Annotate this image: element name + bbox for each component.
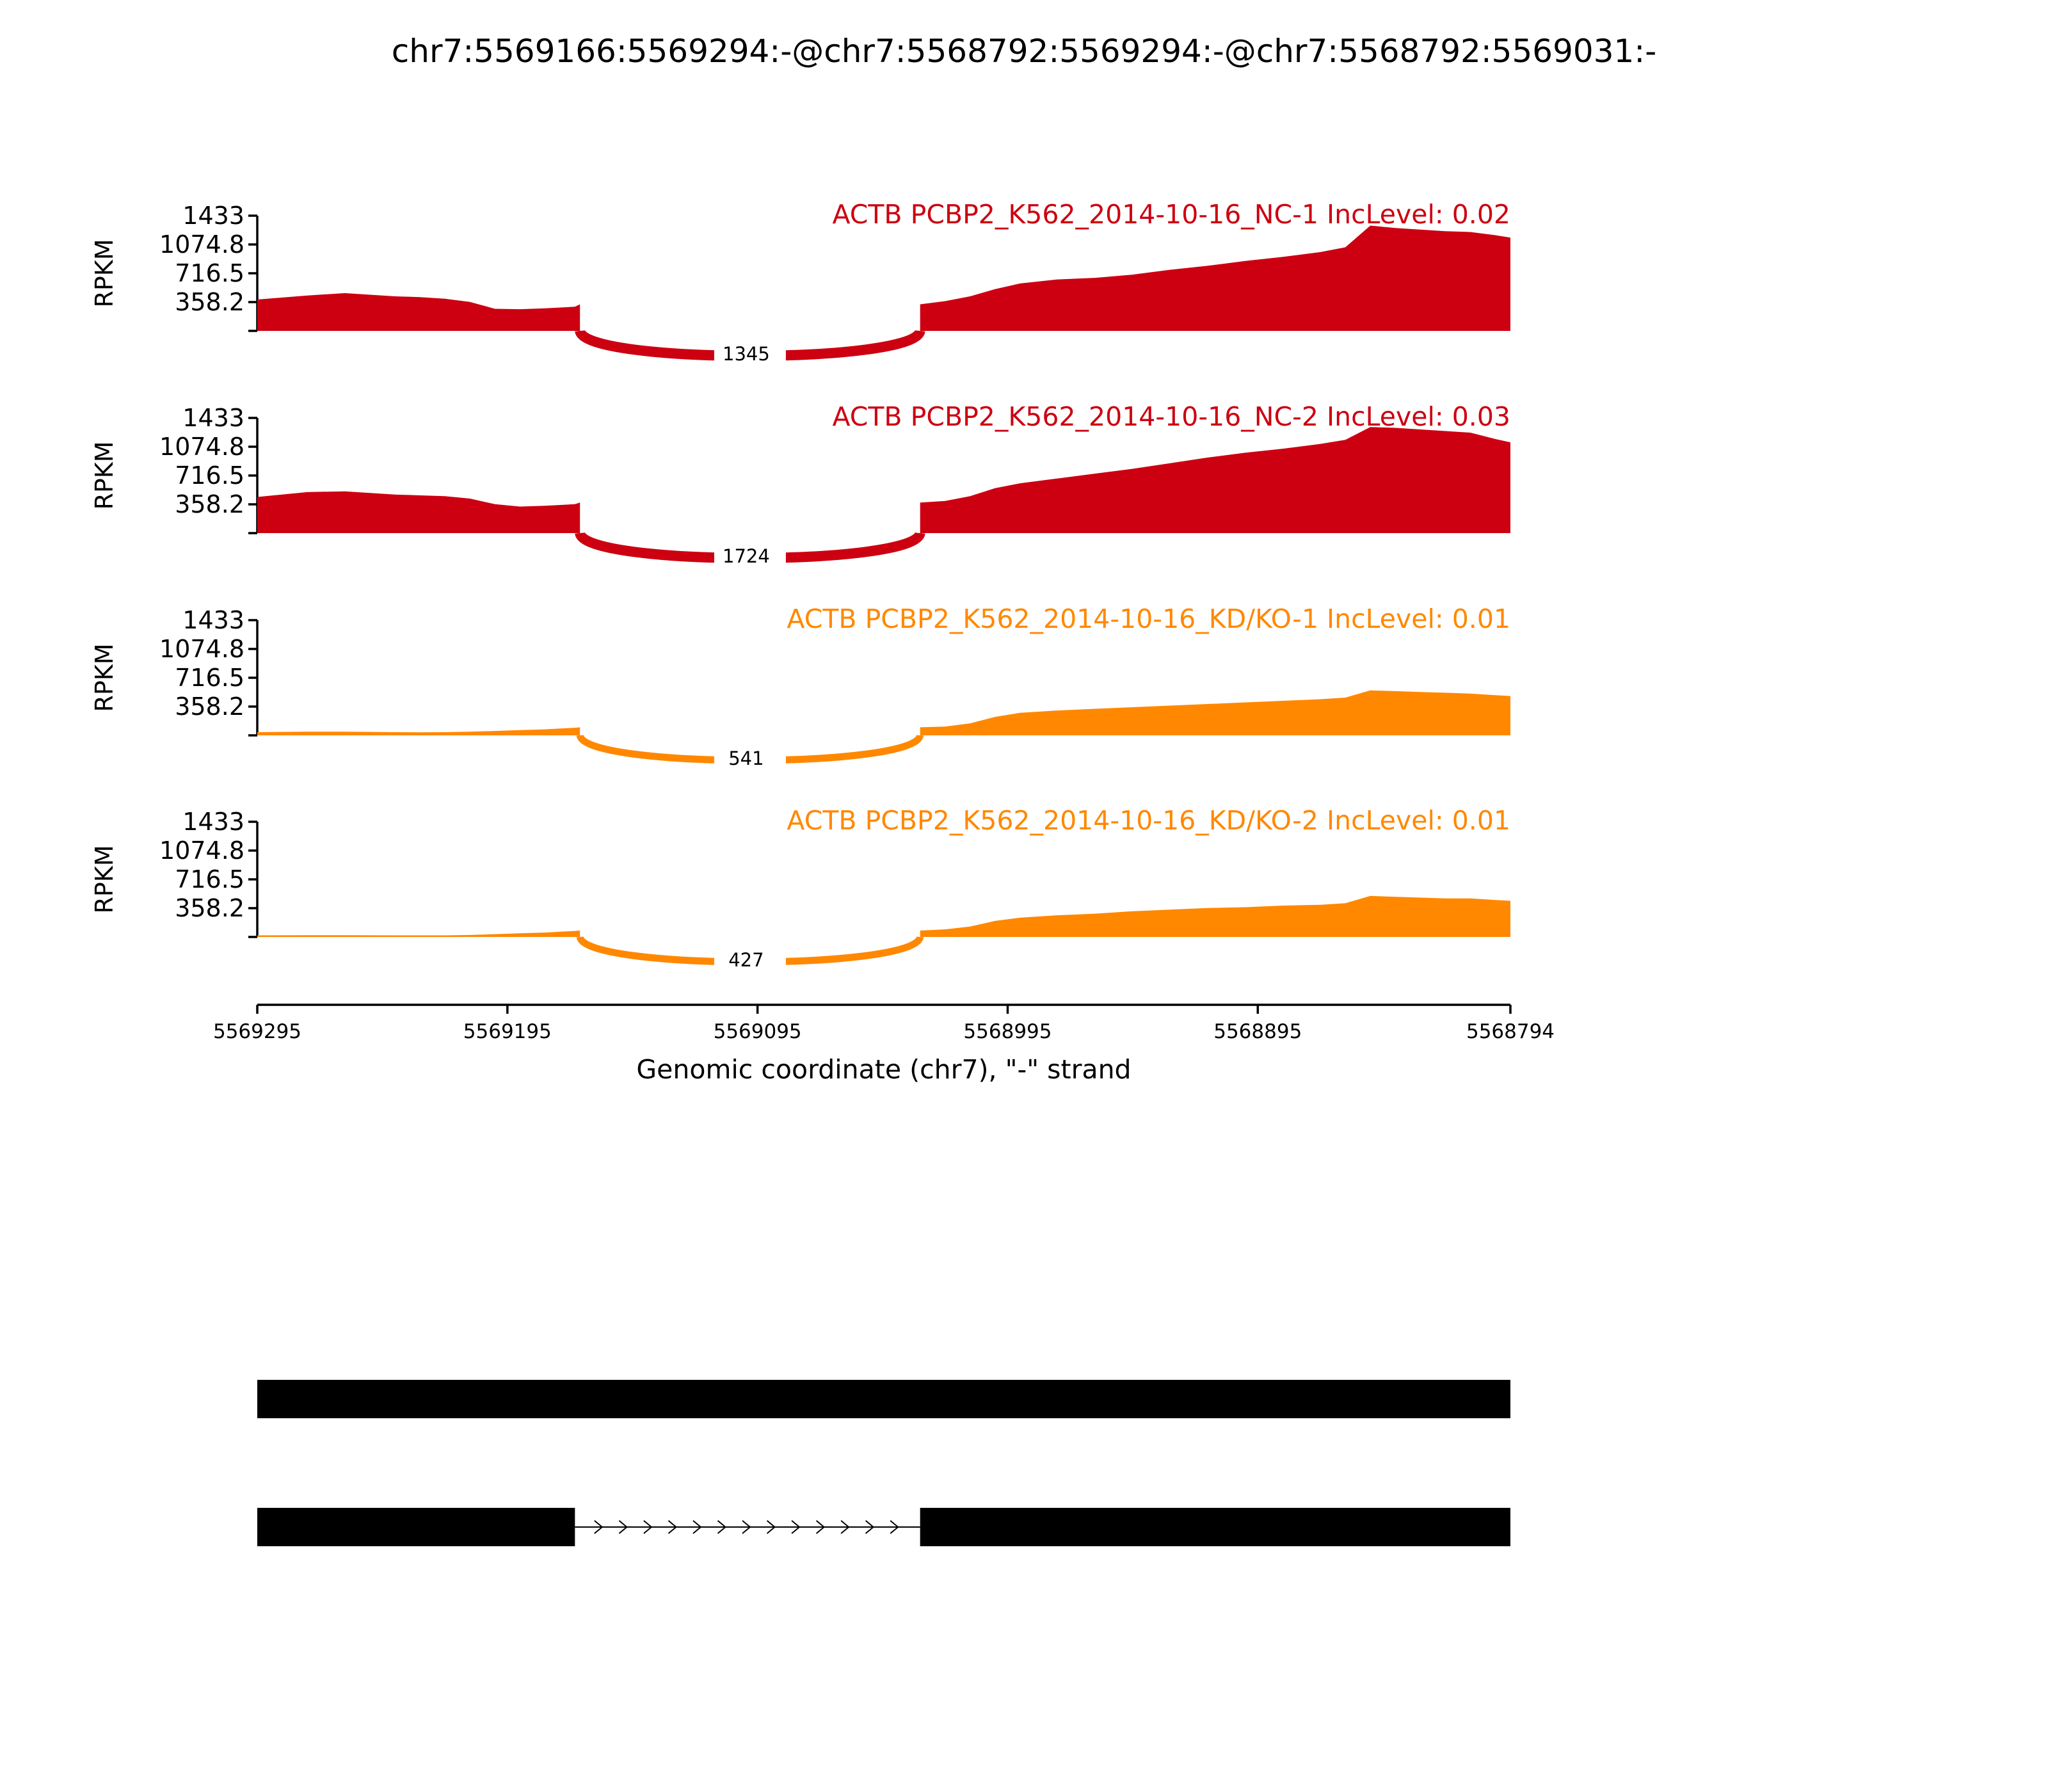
y-tick-label: 1433 bbox=[182, 404, 244, 432]
strand-chevron-icon bbox=[815, 1520, 826, 1534]
isoform-2 bbox=[257, 1508, 1510, 1546]
coverage-area-downstream bbox=[920, 895, 1510, 937]
y-tick-label: 1433 bbox=[182, 202, 244, 230]
junction-count: 541 bbox=[728, 748, 764, 769]
strand-chevron-icon bbox=[594, 1520, 604, 1534]
y-tick-label: 716.5 bbox=[175, 664, 244, 692]
y-tick-label: 1433 bbox=[182, 606, 244, 634]
coverage-area-upstream bbox=[257, 293, 580, 331]
y-tick-label: 716.5 bbox=[175, 461, 244, 490]
strand-chevron-icon bbox=[840, 1520, 850, 1534]
junction-count-bg bbox=[714, 342, 786, 366]
y-tick-label: 358.2 bbox=[175, 894, 244, 922]
junction-count-bg bbox=[714, 948, 786, 972]
y-tick-label: 1074.8 bbox=[159, 635, 244, 663]
y-tick-label: 358.2 bbox=[175, 490, 244, 518]
strand-chevron-icon bbox=[865, 1520, 875, 1534]
y-axis-label: RPKM bbox=[90, 441, 118, 509]
x-tick-label: 5569195 bbox=[463, 1020, 552, 1043]
x-tick-label: 5568995 bbox=[963, 1020, 1052, 1043]
coverage-area-downstream bbox=[920, 690, 1510, 735]
y-axis-label: RPKM bbox=[90, 239, 118, 307]
junction-count: 1724 bbox=[723, 545, 770, 567]
x-tick-label: 5569095 bbox=[714, 1020, 802, 1043]
strand-chevron-icon bbox=[791, 1520, 801, 1534]
y-tick-label: 1074.8 bbox=[159, 230, 244, 259]
strand-chevron-icon bbox=[766, 1520, 776, 1534]
exon-block bbox=[920, 1508, 1510, 1546]
isoform-track bbox=[257, 1380, 1510, 1546]
strand-chevron-icon bbox=[692, 1520, 702, 1534]
strand-chevron-icon bbox=[717, 1520, 727, 1534]
strand-chevron-icon bbox=[890, 1520, 899, 1534]
junction-count-bg bbox=[714, 544, 786, 568]
exon-block bbox=[257, 1380, 1510, 1418]
strand-chevron-icon bbox=[618, 1520, 628, 1534]
junction-count: 427 bbox=[728, 949, 764, 971]
x-axis-label: Genomic coordinate (chr7), "-" strand bbox=[636, 1054, 1131, 1085]
x-tick-label: 5568794 bbox=[1466, 1020, 1555, 1043]
coverage-area-upstream bbox=[257, 727, 580, 735]
y-tick-label: 1074.8 bbox=[159, 433, 244, 461]
exon-block bbox=[257, 1508, 575, 1546]
y-axis-label: RPKM bbox=[90, 643, 118, 712]
coverage-area-upstream bbox=[257, 491, 580, 533]
y-tick-label: 716.5 bbox=[175, 259, 244, 287]
junction-count: 1345 bbox=[723, 343, 770, 365]
x-tick-label: 5568895 bbox=[1213, 1020, 1302, 1043]
y-tick-label: 1074.8 bbox=[159, 836, 244, 865]
strand-chevron-icon bbox=[643, 1520, 653, 1534]
y-axis-label: RPKM bbox=[90, 845, 118, 913]
y-tick-label: 358.2 bbox=[175, 692, 244, 721]
y-tick-label: 358.2 bbox=[175, 288, 244, 316]
sample-label: ACTB PCBP2_K562_2014-10-16_NC-2 IncLevel… bbox=[832, 401, 1510, 432]
strand-chevron-icon bbox=[668, 1520, 677, 1534]
x-axis: 5569295 5569195 5569095 5568995 5568895 55687… bbox=[213, 1004, 1555, 1085]
sample-label: ACTB PCBP2_K562_2014-10-16_NC-1 IncLevel… bbox=[832, 199, 1510, 230]
coverage-area-downstream bbox=[920, 427, 1510, 533]
junction-count-bg bbox=[714, 746, 786, 771]
sample-label: ACTB PCBP2_K562_2014-10-16_KD/KO-2 IncLe… bbox=[787, 805, 1510, 836]
plot-title: chr7:5569166:5569294:-@chr7:5568792:5569… bbox=[392, 33, 1656, 70]
y-tick-label: 716.5 bbox=[175, 865, 244, 893]
coverage-area-downstream bbox=[920, 225, 1510, 331]
y-tick-label: 1433 bbox=[182, 808, 244, 836]
x-tick-label: 5569295 bbox=[213, 1020, 301, 1043]
strand-chevron-icon bbox=[742, 1520, 751, 1534]
coverage-area-upstream bbox=[257, 931, 580, 937]
isoform-1 bbox=[257, 1380, 1510, 1418]
sample-label: ACTB PCBP2_K562_2014-10-16_KD/KO-1 IncLe… bbox=[787, 604, 1510, 634]
